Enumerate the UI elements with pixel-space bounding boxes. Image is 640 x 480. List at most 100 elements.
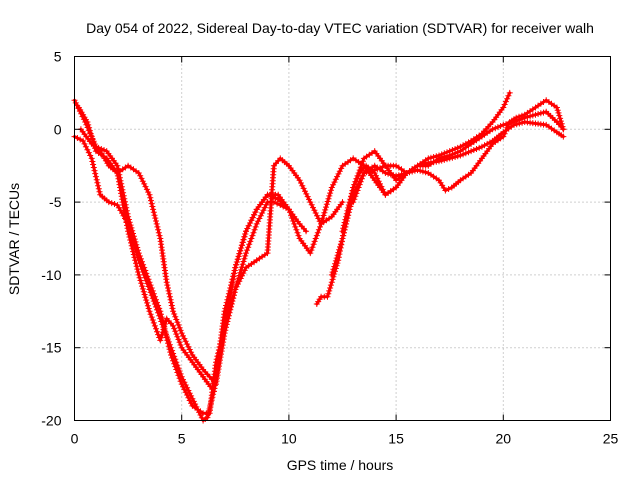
data-point [468,148,475,155]
data-point [137,172,144,179]
data-point [329,269,336,276]
data-point [357,164,364,171]
data-point [381,189,387,196]
data-point [253,220,260,227]
data-point [167,296,174,303]
data-point [326,287,333,294]
data-point [243,228,249,235]
data-point [226,287,233,294]
data-point [314,212,320,219]
data-point [445,186,452,192]
data-point [532,111,539,118]
data-point [293,226,300,233]
data-point [88,155,95,162]
data-point [158,311,164,318]
data-point [438,157,445,164]
data-point [155,302,162,309]
data-point [307,199,314,206]
data-point [180,383,186,390]
data-point [157,308,164,315]
data-series-track-3 [75,104,400,395]
data-point [263,201,270,208]
data-point [529,112,536,119]
data-point [114,162,121,169]
data-point [131,236,138,243]
data-point [344,207,351,214]
data-point [328,184,335,191]
data-point [149,203,156,210]
data-point [156,305,163,312]
data-point [285,206,292,213]
data-point [513,121,520,128]
data-point [312,235,319,242]
data-point [170,322,177,329]
data-point [122,213,129,220]
data-point [229,298,236,305]
data-point [308,247,315,254]
data-point [446,155,453,162]
data-point [91,167,98,174]
data-point [335,249,342,256]
data-point [280,203,287,210]
data-point [175,372,182,379]
data-point [325,195,332,202]
data-point [311,207,318,214]
data-point [251,226,258,233]
data-point [230,295,237,302]
data-point [441,156,448,163]
data-point [441,150,448,157]
data-point [158,314,165,321]
data-point [142,183,149,190]
data-point [180,332,186,339]
data-point [430,154,437,160]
data-point [537,110,544,117]
x-tick-label: 25 [603,431,619,447]
data-point [236,272,243,279]
data-point [141,264,148,271]
y-tick-label: 5 [54,49,62,65]
data-point [230,292,237,299]
data-point [234,278,241,285]
data-point [319,215,326,222]
data-point [185,394,192,401]
data-point [449,147,456,153]
data-point [373,172,379,179]
data-point [184,341,191,348]
data-point [473,146,480,152]
data-point [130,251,137,258]
data-point [337,241,344,248]
data-point [299,182,306,189]
data-point [454,144,461,151]
data-point [433,153,440,160]
data-point [245,222,252,229]
data-point [449,154,456,161]
data-point [234,256,241,263]
data-point [324,293,331,300]
data-point [513,114,520,121]
data-point [302,188,308,195]
data-point [241,233,248,240]
data-point [288,212,294,219]
data-point [158,332,165,338]
data-point [339,199,346,206]
data-point [135,170,142,176]
data-point [417,162,424,168]
data-point [476,144,483,151]
data-point [559,123,566,130]
x-axis-label: GPS time / hours [287,457,394,473]
x-tick-label: 10 [281,431,297,447]
data-point [154,223,161,230]
data-point [438,151,445,158]
data-point [358,161,365,168]
data-point [92,170,99,177]
data-point [147,311,154,318]
data-point [390,172,397,179]
y-tick-label: 0 [54,121,62,137]
data-point [460,151,467,158]
data-point [324,198,331,205]
data-point [328,187,334,194]
data-point [240,236,247,243]
data-point [147,282,154,289]
data-point [332,260,339,267]
data-point [333,255,340,262]
